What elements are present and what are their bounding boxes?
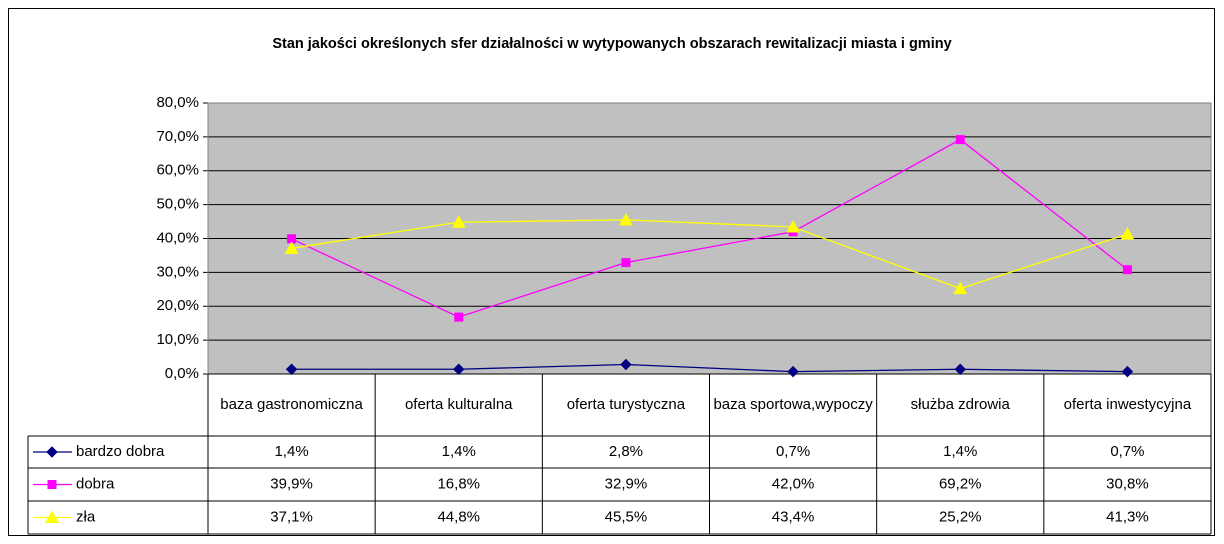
y-tick-label: 10,0% (156, 331, 199, 348)
table-value: 32,9% (605, 475, 648, 492)
marker (955, 135, 965, 145)
category-cell: baza gastronomiczna (220, 396, 363, 413)
table-value: 0,7% (1110, 443, 1144, 460)
table-value: 2,8% (609, 443, 643, 460)
table-value: 69,2% (939, 475, 982, 492)
table-value: 30,8% (1106, 475, 1149, 492)
marker (1120, 227, 1135, 240)
series-line (291, 219, 1128, 290)
y-tick-label: 30,0% (156, 263, 199, 280)
marker (47, 480, 57, 489)
category-cell: oferta kulturalna (404, 396, 513, 413)
marker (953, 281, 968, 295)
category-cell: oferta inwestycyjna (1063, 396, 1192, 413)
legend-label: dobra (76, 475, 115, 492)
table-value: 1,4% (442, 443, 476, 460)
marker (620, 358, 632, 371)
marker (284, 241, 299, 254)
x-tick-label: oferta turystyczna (566, 396, 686, 413)
y-tick-label: 20,0% (156, 297, 199, 314)
table-value: 1,4% (943, 443, 977, 460)
marker (285, 363, 298, 375)
category-cell: oferta turystyczna (566, 396, 686, 413)
table-value: 42,0% (772, 475, 815, 492)
y-tick-label: 80,0% (156, 94, 199, 111)
marker (621, 258, 631, 268)
series-line (291, 363, 1128, 373)
table-value: 37,1% (270, 508, 313, 525)
table-value: 1,4% (274, 443, 308, 460)
x-tick-label: służba zdrowia (910, 396, 1010, 413)
table-value: 44,8% (437, 508, 480, 525)
legend-label: zła (76, 508, 96, 525)
table-value: 43,4% (772, 508, 815, 525)
y-tick-label: 0,0% (165, 365, 199, 382)
y-tick-label: 40,0% (156, 229, 199, 246)
x-tick-label: baza sportowa,wypoczy (713, 396, 873, 413)
x-tick-label: baza gastronomiczna (220, 396, 363, 413)
table-value: 41,3% (1106, 508, 1149, 525)
category-cell: baza sportowa,wypoczy (713, 396, 873, 413)
marker (1122, 265, 1132, 275)
table-value: 25,2% (939, 508, 982, 525)
marker (451, 215, 466, 228)
table-value: 16,8% (437, 475, 480, 492)
series-line (291, 138, 1128, 318)
marker (1121, 365, 1134, 378)
table-value: 45,5% (605, 508, 648, 525)
marker (454, 312, 464, 322)
chart-title: Stan jakości określonych sfer działalnoś… (272, 36, 951, 52)
legend-label: bardzo dobra (76, 443, 165, 460)
marker (46, 446, 58, 458)
marker (787, 365, 799, 378)
category-cell: służba zdrowia (910, 396, 1010, 413)
y-tick-label: 70,0% (156, 128, 199, 145)
marker (786, 219, 800, 233)
table-value: 0,7% (776, 443, 810, 460)
x-tick-label: oferta inwestycyjna (1063, 396, 1192, 413)
marker (954, 363, 966, 375)
y-tick-label: 60,0% (156, 162, 199, 179)
x-tick-label: oferta kulturalna (404, 396, 513, 413)
marker (453, 363, 465, 375)
y-tick-label: 50,0% (156, 196, 199, 213)
table-value: 39,9% (270, 475, 313, 492)
marker (619, 212, 633, 226)
marker (45, 510, 59, 523)
